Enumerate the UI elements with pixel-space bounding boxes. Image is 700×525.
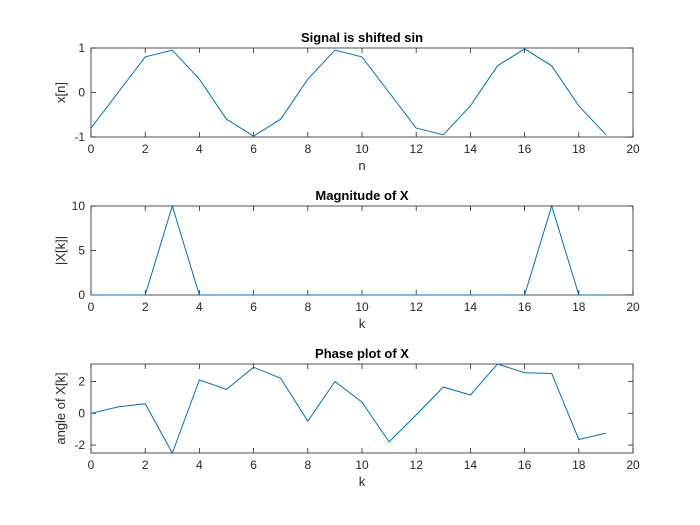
x-tick-label: 16 <box>518 142 532 156</box>
y-tick-label: 2 <box>78 374 85 388</box>
x-tick-label: 0 <box>88 458 95 472</box>
x-tick-label: 6 <box>250 142 257 156</box>
y-tick-label: -2 <box>74 438 85 452</box>
x-tick-label: 16 <box>518 300 532 314</box>
y-tick-label: -1 <box>74 130 85 144</box>
x-axis-label: n <box>358 158 365 173</box>
x-tick-label: 8 <box>304 142 311 156</box>
x-tick-label: 16 <box>518 458 532 472</box>
x-tick-label: 0 <box>88 300 95 314</box>
y-tick-label: 1 <box>78 41 85 55</box>
x-tick-label: 12 <box>410 142 424 156</box>
x-tick-label: 8 <box>304 458 311 472</box>
x-tick-label: 14 <box>464 458 478 472</box>
x-tick-label: 8 <box>304 300 311 314</box>
x-tick-label: 10 <box>355 142 369 156</box>
series-line <box>90 363 607 455</box>
x-tick-label: 10 <box>355 300 369 314</box>
x-tick-label: 20 <box>626 142 640 156</box>
y-tick-label: 0 <box>78 86 85 100</box>
y-axis-label: angle of X[k] <box>53 372 68 444</box>
axes-box <box>90 363 634 454</box>
x-tick-label: 2 <box>142 142 149 156</box>
x-tick-label: 20 <box>626 300 640 314</box>
x-tick-label: 14 <box>464 300 478 314</box>
x-tick-label: 4 <box>196 142 203 156</box>
y-axis-label: x[n] <box>53 82 68 103</box>
x-tick-label: 12 <box>410 300 424 314</box>
x-tick-label: 18 <box>572 300 586 314</box>
x-axis-label: k <box>359 316 366 331</box>
series-line <box>91 204 606 296</box>
x-tick-label: 4 <box>196 300 203 314</box>
x-tick-label: 14 <box>464 142 478 156</box>
y-tick-label: 5 <box>78 244 85 258</box>
x-tick-label: 12 <box>410 458 424 472</box>
x-tick-label: 20 <box>626 458 640 472</box>
x-tick-label: 6 <box>250 458 257 472</box>
chart-title: Magnitude of X <box>315 188 408 203</box>
x-tick-label: 10 <box>355 458 369 472</box>
series-line <box>90 48 607 137</box>
x-tick-label: 2 <box>142 458 149 472</box>
y-tick-label: 0 <box>78 288 85 302</box>
y-axis-label: |X[k]| <box>53 236 68 265</box>
axes-box <box>90 205 634 296</box>
x-tick-label: 6 <box>250 300 257 314</box>
x-tick-label: 4 <box>196 458 203 472</box>
x-tick-label: 18 <box>572 458 586 472</box>
y-tick-label: 0 <box>78 406 85 420</box>
x-tick-label: 18 <box>572 142 586 156</box>
chart-title: Phase plot of X <box>315 346 409 361</box>
x-tick-label: 2 <box>142 300 149 314</box>
axes-box <box>90 47 634 138</box>
chart-title: Signal is shifted sin <box>301 30 423 45</box>
x-axis-label: k <box>359 474 366 489</box>
subplot-2: 0 2 4 6 8 10 12 14 16 18 20 0 5 10 Magnitude of X k |X[k… <box>53 188 640 331</box>
y-tick-label: 10 <box>72 199 86 213</box>
x-tick-label: 0 <box>88 142 95 156</box>
